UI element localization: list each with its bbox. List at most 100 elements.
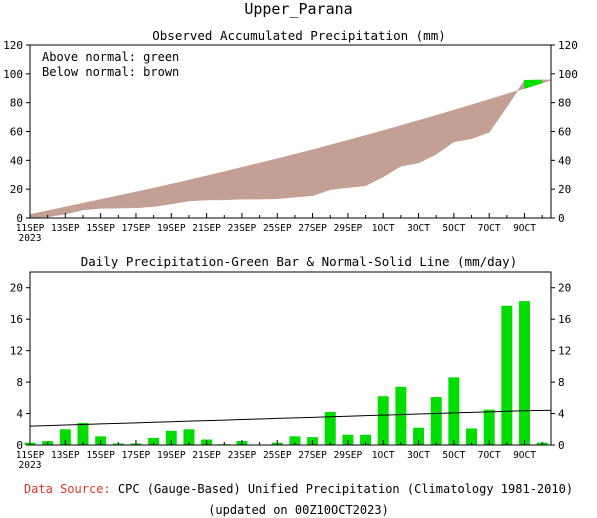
chart2-ytick-label-right: 4	[558, 408, 565, 421]
chart1-xtick-label: 15SEP	[86, 223, 115, 234]
chart1-ytick-label-right: 60	[558, 126, 571, 139]
accumulated-band-segment	[276, 153, 296, 200]
accumulated-band-segment	[329, 139, 349, 190]
daily-precip-bar	[395, 386, 407, 445]
chart1-legend-below: Below normal: brown	[42, 65, 179, 79]
accumulated-band-segment	[365, 130, 384, 187]
chart1-ytick-label-right: 80	[558, 97, 571, 110]
chart2-ytick-label-right: 8	[558, 376, 565, 389]
chart2-frame	[29, 271, 552, 446]
daily-precip-bar	[59, 429, 71, 445]
chart2-ytick-label: 12	[10, 345, 23, 358]
normal-daily-line	[29, 409, 551, 427]
chart1-ytick-label-right: 40	[558, 154, 571, 167]
chart1-ytick-label-right: 100	[558, 68, 578, 81]
accumulated-band-segment	[47, 206, 66, 218]
accumulated-band-segment	[118, 191, 137, 209]
chart2-xtick-label: 23SEP	[228, 450, 257, 461]
chart2-ytick-label: 4	[16, 408, 23, 421]
chart2-xtick-label: 13SEP	[51, 450, 80, 461]
chart2-xtick-label: 5OCT	[442, 450, 465, 461]
chart1-ytick-label-right: 20	[558, 183, 571, 196]
accumulated-band-segment	[471, 99, 490, 140]
chart1-xtick-label: 13SEP	[51, 223, 80, 234]
accumulated-band-segment	[435, 109, 455, 155]
chart2-ytick-label: 20	[10, 282, 23, 295]
accumulated-band-segment	[206, 171, 225, 201]
figure: Observed Accumulated Precipitation (mm) …	[3, 28, 578, 471]
chart1-ytick-label-right: 0	[558, 212, 565, 225]
accumulated-band-segment	[524, 79, 543, 89]
chart2-ytick-label: 0	[16, 439, 23, 452]
chart2-ytick-label-right: 20	[558, 282, 571, 295]
chart1-ytick-label: 100	[3, 68, 23, 81]
footer-source: Data Source: CPC (Gauge-Based) Unified P…	[0, 482, 597, 497]
chart2-xtick-label: 15SEP	[86, 450, 115, 461]
accumulated-band-segment	[135, 187, 154, 209]
chart1-ytick-label: 40	[10, 154, 23, 167]
chart2-xtick-label: 25SEP	[263, 450, 292, 461]
chart1-xtick-year: 2023	[19, 233, 42, 244]
chart1-xtick-label: 29SEP	[334, 223, 363, 234]
daily-precip-bar	[501, 305, 513, 445]
accumulated-band-segment	[241, 162, 260, 200]
chart2-ytick-label: 16	[10, 313, 23, 326]
accumulated-band-segment	[488, 93, 508, 134]
daily-precip-bar	[430, 397, 442, 445]
accumulated-band-segment	[294, 149, 313, 198]
daily-precip-bar	[466, 428, 478, 445]
chart1-ytick-label: 80	[10, 97, 23, 110]
chart1-xtick-label: 11SEP	[16, 223, 45, 234]
accumulated-band-segment	[418, 114, 437, 164]
chart2-xtick-label: 21SEP	[192, 450, 221, 461]
chart1-xtick-label: 17SEP	[122, 223, 151, 234]
daily-precip-bar	[324, 411, 336, 445]
accumulated-band-segment	[312, 144, 331, 197]
daily-precip-bar	[377, 396, 389, 445]
daily-precip-bar	[360, 434, 372, 445]
chart1-xtick-label: 19SEP	[157, 223, 186, 234]
chart1-ytick-label: 20	[10, 183, 23, 196]
chart1-xtick-label: 25SEP	[263, 223, 292, 234]
chart1-xtick-label: 9OCT	[513, 223, 536, 234]
accumulated-band-segment	[382, 125, 402, 178]
chart1-xtick-label: 1OCT	[372, 223, 395, 234]
chart1-xtick-label: 21SEP	[192, 223, 221, 234]
chart1-xtick-label: 23SEP	[228, 223, 257, 234]
chart1-ytick-label-right: 120	[558, 39, 578, 52]
chart2-ytick-label-right: 12	[558, 345, 571, 358]
footer-updated: (updated on 00Z10OCT2023)	[208, 503, 389, 517]
accumulated-band-segment	[153, 183, 172, 207]
chart2-title: Daily Precipitation-Green Bar & Normal-S…	[81, 254, 518, 269]
chart2-xtick-label: 29SEP	[334, 450, 363, 461]
daily-precip-bar	[165, 430, 177, 445]
chart1-xtick-label: 27SEP	[298, 223, 327, 234]
accumulated-band-segment	[65, 202, 84, 215]
accumulated-band-segment	[170, 179, 190, 205]
chart1-ytick-label: 0	[16, 212, 23, 225]
chart2-xtick-label: 17SEP	[122, 450, 151, 461]
chart1-title: Observed Accumulated Precipitation (mm)	[152, 28, 446, 43]
accumulated-band-segment	[259, 158, 278, 200]
chart2-xtick-label: 11SEP	[16, 450, 45, 461]
chart1-ytick-label: 120	[3, 39, 23, 52]
chart1-ytick-label: 60	[10, 126, 23, 139]
accumulated-band-segment	[453, 104, 472, 143]
accumulated-band-segment	[82, 199, 101, 211]
daily-precip-bar	[148, 437, 160, 445]
daily-precip-bar	[448, 377, 460, 445]
daily-precip-bar	[519, 301, 530, 445]
daily-precip-bar	[483, 409, 495, 445]
chart2-ytick-label-right: 0	[558, 439, 565, 452]
accumulated-band-segment	[400, 120, 419, 167]
accumulated-band-segment	[29, 210, 48, 218]
chart2-xtick-label: 3OCT	[407, 450, 430, 461]
accumulated-band-end	[541, 79, 552, 84]
chart2-ytick-label: 8	[16, 376, 23, 389]
accumulated-band-segment	[100, 195, 119, 209]
daily-precip-bar	[77, 422, 89, 445]
chart2-xtick-label: 9OCT	[513, 450, 536, 461]
daily-precip-bar	[183, 429, 195, 445]
